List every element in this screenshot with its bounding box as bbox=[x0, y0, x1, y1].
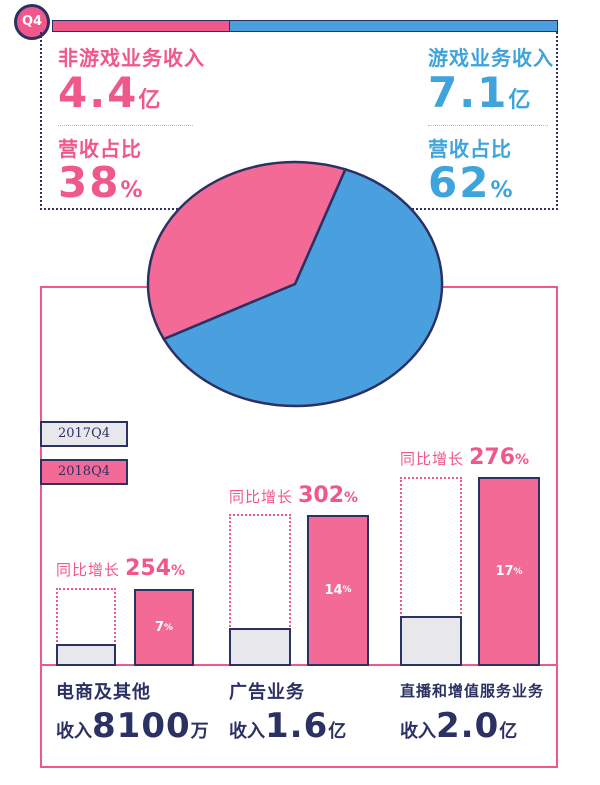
non-game-share-unit: % bbox=[120, 178, 143, 203]
growth-ecommerce: 同比增长 254% bbox=[56, 556, 185, 581]
bar-2018-ecommerce: 7% bbox=[134, 589, 194, 666]
non-game-share-value: 38% bbox=[58, 158, 143, 207]
growth-advertising: 同比增长 302% bbox=[229, 483, 358, 508]
non-game-share-number: 38 bbox=[58, 158, 121, 207]
bar-label: 14 bbox=[324, 582, 343, 598]
non-game-share-label: 营收占比 bbox=[58, 137, 142, 161]
growth-label: 同比增长 bbox=[400, 450, 465, 468]
bar-2017-ecommerce bbox=[56, 644, 116, 666]
pie-slice-game bbox=[161, 167, 444, 408]
bar-label: 7 bbox=[154, 620, 164, 636]
bar-label-unit: % bbox=[342, 585, 352, 596]
category-name-live-streaming: 直播和增值服务业务 bbox=[400, 682, 545, 700]
game-revenue-label: 游戏业务收入 bbox=[428, 46, 554, 70]
revenue-number: 2.0 bbox=[436, 706, 500, 746]
non-game-revenue-unit: 亿 bbox=[138, 88, 161, 113]
game-share-value: 62% bbox=[428, 158, 513, 207]
segments-separator bbox=[40, 664, 558, 666]
growth-value: 276 bbox=[469, 445, 516, 470]
growth-label: 同比增长 bbox=[229, 488, 294, 506]
revenue-ecommerce: 收入8100万 bbox=[56, 706, 209, 746]
growth-unit: % bbox=[171, 563, 186, 579]
game-revenue-number: 7.1 bbox=[428, 68, 509, 117]
bar-2018-live-streaming: 17% bbox=[478, 477, 540, 666]
game-share-number: 62 bbox=[428, 158, 491, 207]
bar-label-unit: % bbox=[513, 566, 523, 577]
revenue-live-streaming: 收入2.0亿 bbox=[400, 706, 517, 746]
bar-label: 17 bbox=[495, 564, 514, 579]
game-share-label: 营收占比 bbox=[428, 137, 512, 161]
growth-value: 302 bbox=[298, 483, 345, 508]
divider-left bbox=[58, 125, 193, 126]
game-share-bar bbox=[229, 20, 558, 32]
growth-label: 同比增长 bbox=[56, 561, 121, 579]
pie-slice-non-game bbox=[146, 160, 347, 341]
revenue-number: 1.6 bbox=[265, 706, 329, 746]
legend-2017: 2017Q4 bbox=[40, 421, 128, 447]
bar-2017-advertising bbox=[229, 628, 291, 666]
game-revenue-unit: 亿 bbox=[508, 88, 531, 113]
growth-unit: % bbox=[515, 452, 530, 468]
revenue-unit: 亿 bbox=[499, 721, 518, 742]
divider-right bbox=[428, 125, 548, 126]
q4-badge: Q4 bbox=[14, 4, 50, 40]
non-game-revenue-label: 非游戏业务收入 bbox=[58, 46, 205, 70]
growth-live-streaming: 同比增长 276% bbox=[400, 445, 529, 470]
revenue-unit: 万 bbox=[190, 721, 209, 742]
legend-2018: 2018Q4 bbox=[40, 459, 128, 485]
revenue-label: 收入 bbox=[400, 721, 436, 742]
revenue-share-pie bbox=[146, 160, 444, 408]
non-game-revenue-value: 4.4亿 bbox=[58, 68, 160, 117]
category-name-advertising: 广告业务 bbox=[229, 682, 305, 703]
non-game-revenue-number: 4.4 bbox=[58, 68, 139, 117]
revenue-advertising: 收入1.6亿 bbox=[229, 706, 346, 746]
bar-2018-advertising: 14% bbox=[307, 514, 369, 666]
revenue-label: 收入 bbox=[229, 721, 265, 742]
bar-label-unit: % bbox=[164, 622, 174, 633]
revenue-number: 8100 bbox=[92, 706, 191, 746]
growth-unit: % bbox=[344, 490, 359, 506]
revenue-label: 收入 bbox=[56, 721, 92, 742]
game-revenue-value: 7.1亿 bbox=[428, 68, 530, 117]
bar-2017-live-streaming bbox=[400, 615, 462, 666]
revenue-unit: 亿 bbox=[328, 721, 347, 742]
category-name-ecommerce: 电商及其他 bbox=[56, 682, 151, 703]
game-share-unit: % bbox=[490, 178, 513, 203]
growth-value: 254 bbox=[125, 556, 172, 581]
non-game-share-bar bbox=[52, 20, 229, 32]
